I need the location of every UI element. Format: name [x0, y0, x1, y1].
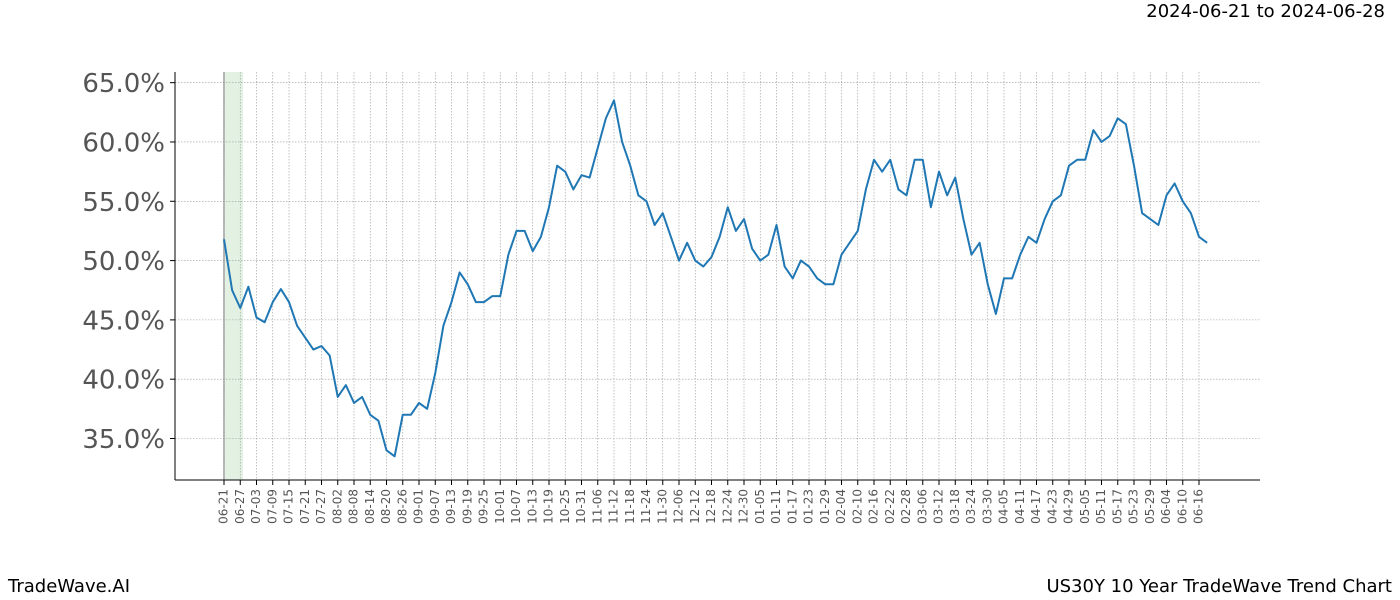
x-tick-label: 04-23 [1045, 489, 1059, 524]
y-tick-label: 55.0% [82, 188, 165, 218]
y-tick-label: 45.0% [82, 306, 165, 336]
x-tick-label: 11-30 [655, 489, 669, 524]
x-tick-label: 01-05 [753, 489, 767, 524]
x-tick-label: 05-23 [1127, 489, 1141, 524]
x-tick-label: 01-29 [818, 489, 832, 524]
x-tick-label: 12-30 [737, 489, 751, 524]
x-tick-label: 07-09 [265, 489, 279, 524]
x-tick-label: 05-11 [1094, 489, 1108, 524]
x-tick-label: 09-13 [444, 489, 458, 524]
x-tick-label: 06-04 [1159, 489, 1173, 524]
x-tick-label: 03-18 [948, 489, 962, 524]
x-tick-label: 09-07 [428, 489, 442, 524]
x-tick-label: 12-18 [704, 489, 718, 524]
x-tick-label: 01-23 [802, 489, 816, 524]
x-tick-label: 08-20 [379, 489, 393, 524]
x-tick-label: 12-06 [672, 489, 686, 524]
y-tick-label: 65.0% [82, 69, 165, 99]
x-tick-label: 07-03 [249, 489, 263, 524]
x-tick-label: 05-29 [1143, 489, 1157, 524]
trend-line [223, 99, 1208, 458]
footer-brand: TradeWave.AI [7, 576, 130, 597]
x-tick-label: 10-07 [509, 489, 523, 524]
y-tick-label: 40.0% [82, 366, 165, 396]
x-tick-label: 04-29 [1062, 489, 1076, 524]
marks [223, 99, 1208, 458]
x-tick-label: 10-31 [574, 489, 588, 524]
x-tick-label: 02-10 [850, 489, 864, 524]
x-tick-label: 11-06 [590, 489, 604, 524]
x-tick-label: 10-19 [542, 489, 556, 524]
x-tick-label: 06-10 [1175, 489, 1189, 524]
x-tick-label: 07-27 [314, 489, 328, 524]
x-tick-label: 11-12 [607, 489, 621, 524]
x-tick-label: 06-21 [217, 489, 231, 524]
x-tick-label: 02-28 [899, 489, 913, 524]
x-tick-label: 02-04 [834, 489, 848, 524]
x-tick-label: 03-30 [980, 489, 994, 524]
x-tick-label: 05-05 [1078, 489, 1092, 524]
date-range: 2024-06-21 to 2024-06-28 [1146, 1, 1385, 22]
x-tick-label: 08-08 [347, 489, 361, 524]
x-tick-label: 06-27 [233, 489, 247, 524]
x-tick-label: 08-26 [395, 489, 409, 524]
x-tick-label: 08-02 [330, 489, 344, 524]
x-tick-label: 12-12 [688, 489, 702, 524]
x-tick-label: 09-01 [412, 489, 426, 524]
x-tick-label: 07-21 [298, 489, 312, 524]
x-tick-label: 10-13 [525, 489, 539, 524]
x-tick-label: 09-19 [460, 489, 474, 524]
x-tick-label: 02-16 [867, 489, 881, 524]
highlight-band [224, 72, 243, 480]
x-tick-label: 05-17 [1110, 489, 1124, 524]
x-tick-label: 03-12 [932, 489, 946, 524]
grid [175, 72, 1260, 480]
x-tick-label: 10-01 [493, 489, 507, 524]
y-tick-label: 50.0% [82, 247, 165, 277]
x-tick-label: 04-05 [997, 489, 1011, 524]
x-tick-label: 07-15 [282, 489, 296, 524]
y-tick-label: 60.0% [82, 128, 165, 158]
x-tick-label: 02-22 [883, 489, 897, 524]
footer-title: US30Y 10 Year TradeWave Trend Chart [1046, 576, 1392, 597]
x-tick-label: 09-25 [477, 489, 491, 524]
x-tick-label: 03-06 [915, 489, 929, 524]
x-tick-label: 04-17 [1029, 489, 1043, 524]
x-tick-label: 12-24 [720, 489, 734, 524]
x-tick-label: 03-24 [964, 489, 978, 524]
x-tick-label: 06-16 [1192, 489, 1206, 524]
x-tick-label: 11-18 [623, 489, 637, 524]
x-tick-label: 01-11 [769, 489, 783, 524]
y-tick-label: 35.0% [82, 425, 165, 455]
x-tick-label: 04-11 [1013, 489, 1027, 524]
x-tick-label: 01-17 [785, 489, 799, 524]
x-tick-label: 08-14 [363, 489, 377, 524]
x-tick-label: 11-24 [639, 489, 653, 524]
x-tick-label: 10-25 [558, 489, 572, 524]
